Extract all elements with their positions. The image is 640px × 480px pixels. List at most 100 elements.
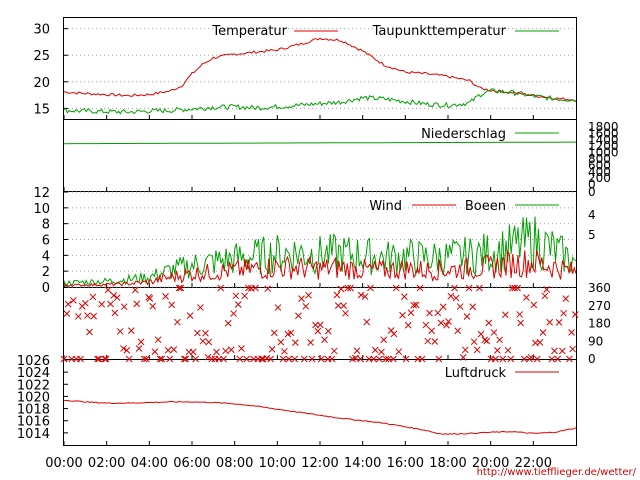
wind-direction-marker [285, 355, 293, 363]
x-tick-label: 10:00 [259, 456, 296, 471]
wind-direction-marker [375, 355, 383, 363]
wind-direction-marker [270, 329, 278, 337]
y-tick-label: 30 [33, 23, 50, 38]
wind-direction-marker [230, 310, 237, 317]
legend-boeen-label: Boeen [465, 199, 506, 214]
wind-direction-marker [98, 300, 106, 308]
right-tick-label: 0 [588, 352, 596, 366]
x-tick-label: 16:00 [387, 456, 424, 471]
y-tick-label: 0 [42, 281, 50, 296]
wind-direction-marker [558, 347, 566, 355]
wind-direction-marker [562, 295, 570, 303]
wind-direction-marker [424, 337, 432, 345]
wind-direction-marker [162, 293, 169, 300]
wind-direction-marker [382, 355, 390, 363]
wind-direction-marker [490, 329, 498, 336]
wind-direction-marker [469, 303, 477, 311]
wind-direction-marker [298, 295, 305, 303]
right-tick-label: 5 [588, 228, 596, 242]
wind-direction-marker [523, 294, 530, 301]
y-tick-label: 25 [33, 49, 50, 64]
wind-direction-marker [404, 321, 412, 329]
wind-direction-marker [74, 313, 82, 320]
wind-direction-marker [496, 336, 504, 344]
wind-direction-marker [205, 338, 213, 346]
y-tick-label: 1016 [17, 415, 50, 430]
wind-direction-marker [363, 318, 371, 326]
wind-direction-marker [437, 319, 445, 327]
wind-direction-marker [470, 338, 478, 346]
wind-direction-marker [166, 355, 174, 363]
wind-direction-marker [385, 355, 392, 363]
wind-direction-marker [164, 346, 172, 354]
wind-direction-marker [137, 338, 145, 346]
wind-direction-marker [89, 293, 97, 301]
wind-direction-marker [333, 291, 341, 299]
wind-direction-marker [305, 291, 312, 299]
wind-direction-marker [465, 284, 473, 292]
series-line-temperatur [64, 37, 576, 102]
wind-direction-marker [133, 300, 141, 308]
wind-direction-marker [63, 310, 71, 317]
wind-direction-marker [548, 355, 556, 363]
wind-direction-marker [407, 309, 415, 317]
wind-direction-marker [483, 337, 491, 345]
wind-direction-marker [274, 304, 282, 311]
wind-direction-marker [252, 284, 259, 292]
wind-direction-marker [177, 284, 185, 292]
y-tick-label: 20 [33, 76, 50, 91]
wind-direction-marker [337, 285, 345, 293]
wind-direction-marker [110, 292, 118, 299]
wind-direction-marker [560, 309, 568, 317]
x-tick-label: 20:00 [472, 456, 509, 471]
wind-direction-marker [392, 284, 400, 292]
wind-direction-marker [143, 355, 150, 363]
wind-direction-marker [308, 355, 316, 363]
wind-direction-marker [378, 348, 385, 356]
wind-direction-marker [300, 355, 308, 363]
wind-direction-marker [264, 285, 272, 293]
y-tick-label: 1020 [17, 390, 50, 405]
y-tick-label: 1022 [17, 378, 50, 393]
legend-taupunkt-label: Taupunkttemperatur [372, 24, 507, 39]
wind-direction-marker [104, 286, 112, 294]
wind-direction-marker [182, 355, 190, 363]
wind-direction-marker [222, 347, 229, 355]
y-tick-label: 1024 [17, 366, 50, 381]
wind-direction-marker [473, 346, 481, 354]
wind-direction-marker [539, 329, 547, 336]
wind-direction-marker [422, 321, 430, 329]
y-tick-label: 1018 [17, 403, 50, 418]
wind-direction-marker [536, 339, 544, 346]
wind-direction-marker [69, 297, 77, 304]
wind-direction-marker [566, 355, 573, 363]
wind-direction-marker [501, 311, 509, 319]
series-line-niederschlag [63, 141, 576, 145]
wind-direction-marker [180, 355, 188, 363]
right-tick-label: 1800 [588, 120, 619, 134]
wind-direction-marker [410, 301, 418, 309]
wind-direction-marker [517, 319, 525, 327]
legend-luftdruck-label: Luftdruck [445, 366, 507, 381]
legend-temperatur-label: Temperatur [211, 24, 287, 39]
wind-direction-marker [168, 301, 176, 309]
source-link[interactable]: http://www.tiefflieger.de/wetter/ [477, 467, 637, 478]
source-url-text[interactable]: http://www.tiefflieger.de/wetter/ [477, 467, 637, 478]
y-tick-label: 8 [42, 218, 50, 233]
wind-direction-marker [370, 355, 377, 363]
wind-direction-marker [459, 353, 467, 361]
wind-direction-marker [426, 309, 433, 317]
legend-wind-label: Wind [369, 199, 402, 214]
wind-direction-marker [307, 339, 314, 346]
wind-direction-marker [314, 327, 322, 335]
wind-direction-marker [101, 355, 109, 363]
wind-direction-marker [291, 355, 299, 363]
wind-direction-marker [154, 336, 162, 344]
wind-direction-marker [401, 293, 408, 300]
x-tick-label: 18:00 [429, 456, 466, 471]
x-tick-label: 02:00 [88, 456, 125, 471]
wind-direction-marker [90, 312, 98, 320]
wind-direction-marker [232, 292, 240, 300]
wind-direction-marker [243, 355, 250, 363]
